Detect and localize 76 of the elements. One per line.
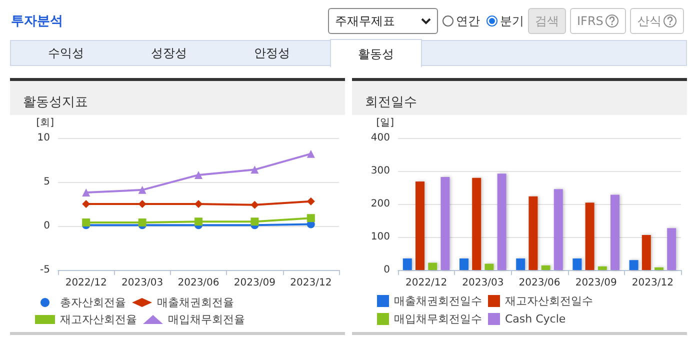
legend-label: 총자산회전율 [60, 296, 126, 309]
y-tick-label: 10 [37, 132, 50, 144]
point [138, 218, 146, 226]
point [82, 218, 90, 226]
text: IFRS [570, 8, 626, 34]
legend-label: 재고자산회전율 [60, 313, 137, 326]
text: 안정성 [253, 45, 291, 62]
y-tick-label: 100 [370, 232, 390, 242]
y-axis-title: [회] [36, 118, 54, 128]
bar [585, 202, 594, 270]
text: 주재무제표 [335, 12, 395, 30]
x-tick-label: 2023/06 [518, 278, 560, 288]
bar [667, 228, 676, 270]
x-tick-label: 2023/03 [122, 278, 164, 288]
bar [654, 267, 664, 270]
x-tick-label: 2023/09 [234, 278, 276, 288]
y-tick-label: 5 [44, 176, 50, 188]
y-tick-label: 0 [44, 220, 50, 232]
bar [484, 264, 494, 270]
x-tick-label: 2022/12 [65, 278, 107, 288]
x-tick-label: 2023/06 [178, 278, 220, 288]
legend-label: 매출채권회전율 [157, 296, 234, 309]
bar [629, 260, 638, 270]
text: 성장성 [150, 45, 188, 62]
bar [572, 258, 582, 270]
y-tick-label: 0 [384, 264, 390, 276]
x-tick-label: 2023/12 [632, 278, 674, 288]
text: 검색 [528, 8, 566, 34]
legend-label: Cash Cycle [505, 312, 566, 326]
bar [610, 194, 620, 270]
bar [472, 178, 482, 270]
legend-label: 매출채권회전일수 [394, 294, 482, 308]
point [194, 170, 202, 179]
bar [554, 189, 563, 270]
bar [497, 174, 506, 270]
x-tick-label: 2023/09 [575, 278, 617, 288]
y-tick-label: 400 [370, 132, 390, 144]
y-tick-label: 200 [370, 198, 390, 210]
bar [541, 265, 550, 270]
y-tick-label: -5 [40, 264, 50, 276]
text: 연간 [455, 12, 480, 30]
text: 분기 [499, 12, 524, 30]
bar [402, 258, 412, 270]
point [250, 218, 259, 226]
point [306, 197, 315, 206]
x-tick-label: 2023/12 [290, 278, 332, 288]
y-tick-label: 300 [370, 166, 390, 176]
text: 수익성 [47, 45, 85, 62]
bar [528, 196, 538, 270]
bar [516, 258, 526, 270]
text: 산식 [630, 8, 684, 34]
point [138, 200, 146, 208]
point [138, 186, 146, 194]
x-tick-label: 2022/12 [406, 278, 448, 288]
point [306, 214, 315, 222]
x-tick-label: 2023/03 [462, 278, 504, 288]
chart-title: 회전일수 [365, 95, 417, 110]
legend-label: 매입채무회전일수 [394, 312, 482, 326]
bar [642, 235, 651, 270]
legend-label: 재고자산회전일수 [505, 294, 593, 308]
bar [416, 182, 424, 270]
text: 활동성 [330, 39, 422, 67]
y-axis-title: [일] [376, 118, 394, 128]
legend-label: 매입채무회전율 [168, 313, 245, 326]
point [306, 150, 315, 158]
point [82, 188, 90, 197]
bar [428, 262, 438, 270]
bar [598, 266, 607, 270]
point [250, 200, 259, 209]
chart-title: 활동성지표 [23, 95, 88, 110]
bar [460, 258, 468, 270]
point [250, 166, 259, 174]
point [194, 200, 202, 208]
point [194, 218, 202, 226]
text: 투자분석 [11, 13, 63, 30]
bar [440, 176, 450, 270]
